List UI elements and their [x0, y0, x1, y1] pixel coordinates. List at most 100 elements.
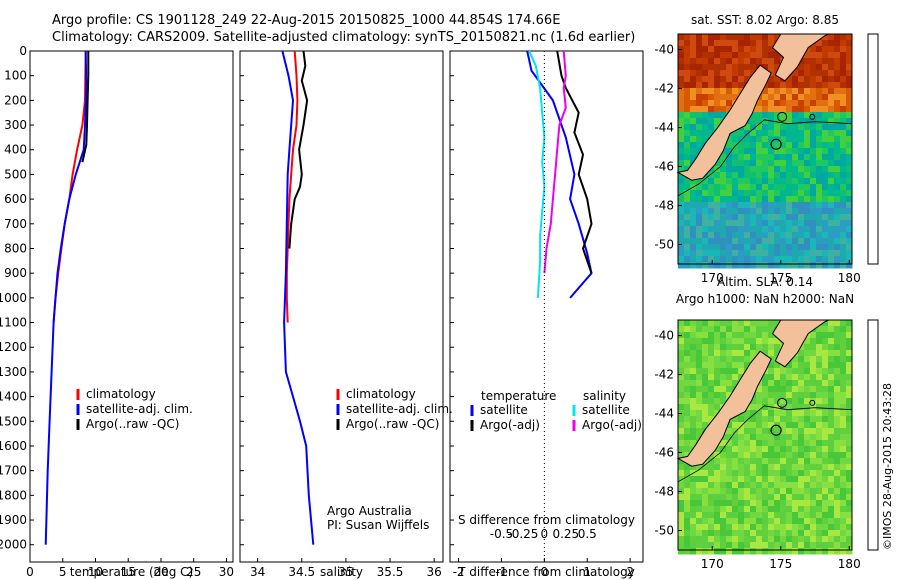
map-cell — [762, 374, 769, 381]
map-cell — [696, 386, 703, 393]
map-cell — [702, 410, 709, 417]
map-cell — [780, 148, 787, 155]
map-cell — [834, 440, 841, 447]
map-cell — [708, 398, 715, 405]
map-cell — [774, 256, 781, 263]
map-cell — [720, 476, 727, 483]
map-cell — [786, 434, 793, 441]
map-cell — [756, 52, 763, 59]
map-cell — [810, 476, 817, 483]
map-cell — [726, 362, 733, 369]
map-cell — [684, 148, 691, 155]
map-cell — [762, 124, 769, 131]
map-cell — [684, 34, 691, 41]
map-cell — [798, 458, 805, 465]
map-cell — [828, 434, 835, 441]
map-cell — [840, 356, 847, 363]
map-cell — [762, 142, 769, 149]
map-cell — [726, 232, 733, 239]
map-cell — [702, 190, 709, 197]
map-cell — [816, 476, 823, 483]
map-cell — [786, 76, 793, 83]
legend-label: Argo(-adj) — [480, 418, 540, 432]
map-cell — [720, 362, 727, 369]
map-cell — [780, 244, 787, 251]
map-cell — [804, 238, 811, 245]
map-cell — [846, 196, 853, 203]
y-tick-label: 1200 — [0, 340, 27, 354]
map-cell — [822, 476, 829, 483]
map-cell — [696, 124, 703, 131]
map-cell — [768, 500, 775, 507]
map-cell — [720, 356, 727, 363]
map-cell — [834, 482, 841, 489]
map-cell — [828, 332, 835, 339]
map-cell — [798, 434, 805, 441]
map-cell — [756, 434, 763, 441]
map-cell — [708, 118, 715, 125]
map-cell — [768, 148, 775, 155]
map-cell — [810, 226, 817, 233]
map-cell — [678, 446, 685, 453]
map-cell — [708, 494, 715, 501]
map-cell — [690, 512, 697, 519]
map-cell — [810, 178, 817, 185]
map-cell — [834, 244, 841, 251]
map-cell — [732, 548, 739, 555]
y-tick-label: -40 — [654, 329, 674, 343]
map-cell — [822, 374, 829, 381]
map-cell — [768, 464, 775, 471]
map-cell — [822, 82, 829, 89]
map-cell — [744, 142, 751, 149]
map-cell — [822, 88, 829, 95]
map-cell — [732, 82, 739, 89]
map-cell — [810, 482, 817, 489]
map-cell — [744, 410, 751, 417]
map-cell — [744, 338, 751, 345]
map-cell — [804, 232, 811, 239]
map-cell — [792, 458, 799, 465]
map-cell — [840, 124, 847, 131]
map-cell — [774, 392, 781, 399]
map-cell — [684, 124, 691, 131]
map-cell — [678, 244, 685, 251]
map-cell — [756, 320, 763, 327]
map-cell — [720, 76, 727, 83]
map-cell — [744, 320, 751, 327]
x-tick-label: 36 — [427, 565, 442, 579]
map-cell — [684, 106, 691, 113]
map-cell — [846, 458, 853, 465]
map-cell — [810, 410, 817, 417]
map-cell — [738, 428, 745, 435]
map-cell — [696, 482, 703, 489]
map-cell — [828, 172, 835, 179]
map-cell — [840, 512, 847, 519]
map-cell — [774, 506, 781, 513]
map-cell — [762, 160, 769, 167]
map-cell — [822, 332, 829, 339]
map-cell — [684, 476, 691, 483]
map-cell — [720, 112, 727, 119]
map-cell — [708, 332, 715, 339]
legend-label: satellite — [480, 403, 528, 417]
y-tick-label: -46 — [654, 160, 674, 174]
map-cell — [810, 530, 817, 537]
map-cell — [804, 250, 811, 257]
map-cell — [684, 58, 691, 65]
map-cell — [846, 88, 853, 95]
map-cell — [798, 470, 805, 477]
map-cell — [768, 446, 775, 453]
map-cell — [798, 416, 805, 423]
map-cell — [684, 428, 691, 435]
map-cell — [696, 542, 703, 549]
map-cell — [732, 46, 739, 53]
map-cell — [690, 338, 697, 345]
map-cell — [804, 350, 811, 357]
map-cell — [834, 506, 841, 513]
map-cell — [816, 88, 823, 95]
map-cell — [726, 154, 733, 161]
map-cell — [810, 506, 817, 513]
map-cell — [780, 440, 787, 447]
map-cell — [840, 58, 847, 65]
map-cell — [816, 380, 823, 387]
